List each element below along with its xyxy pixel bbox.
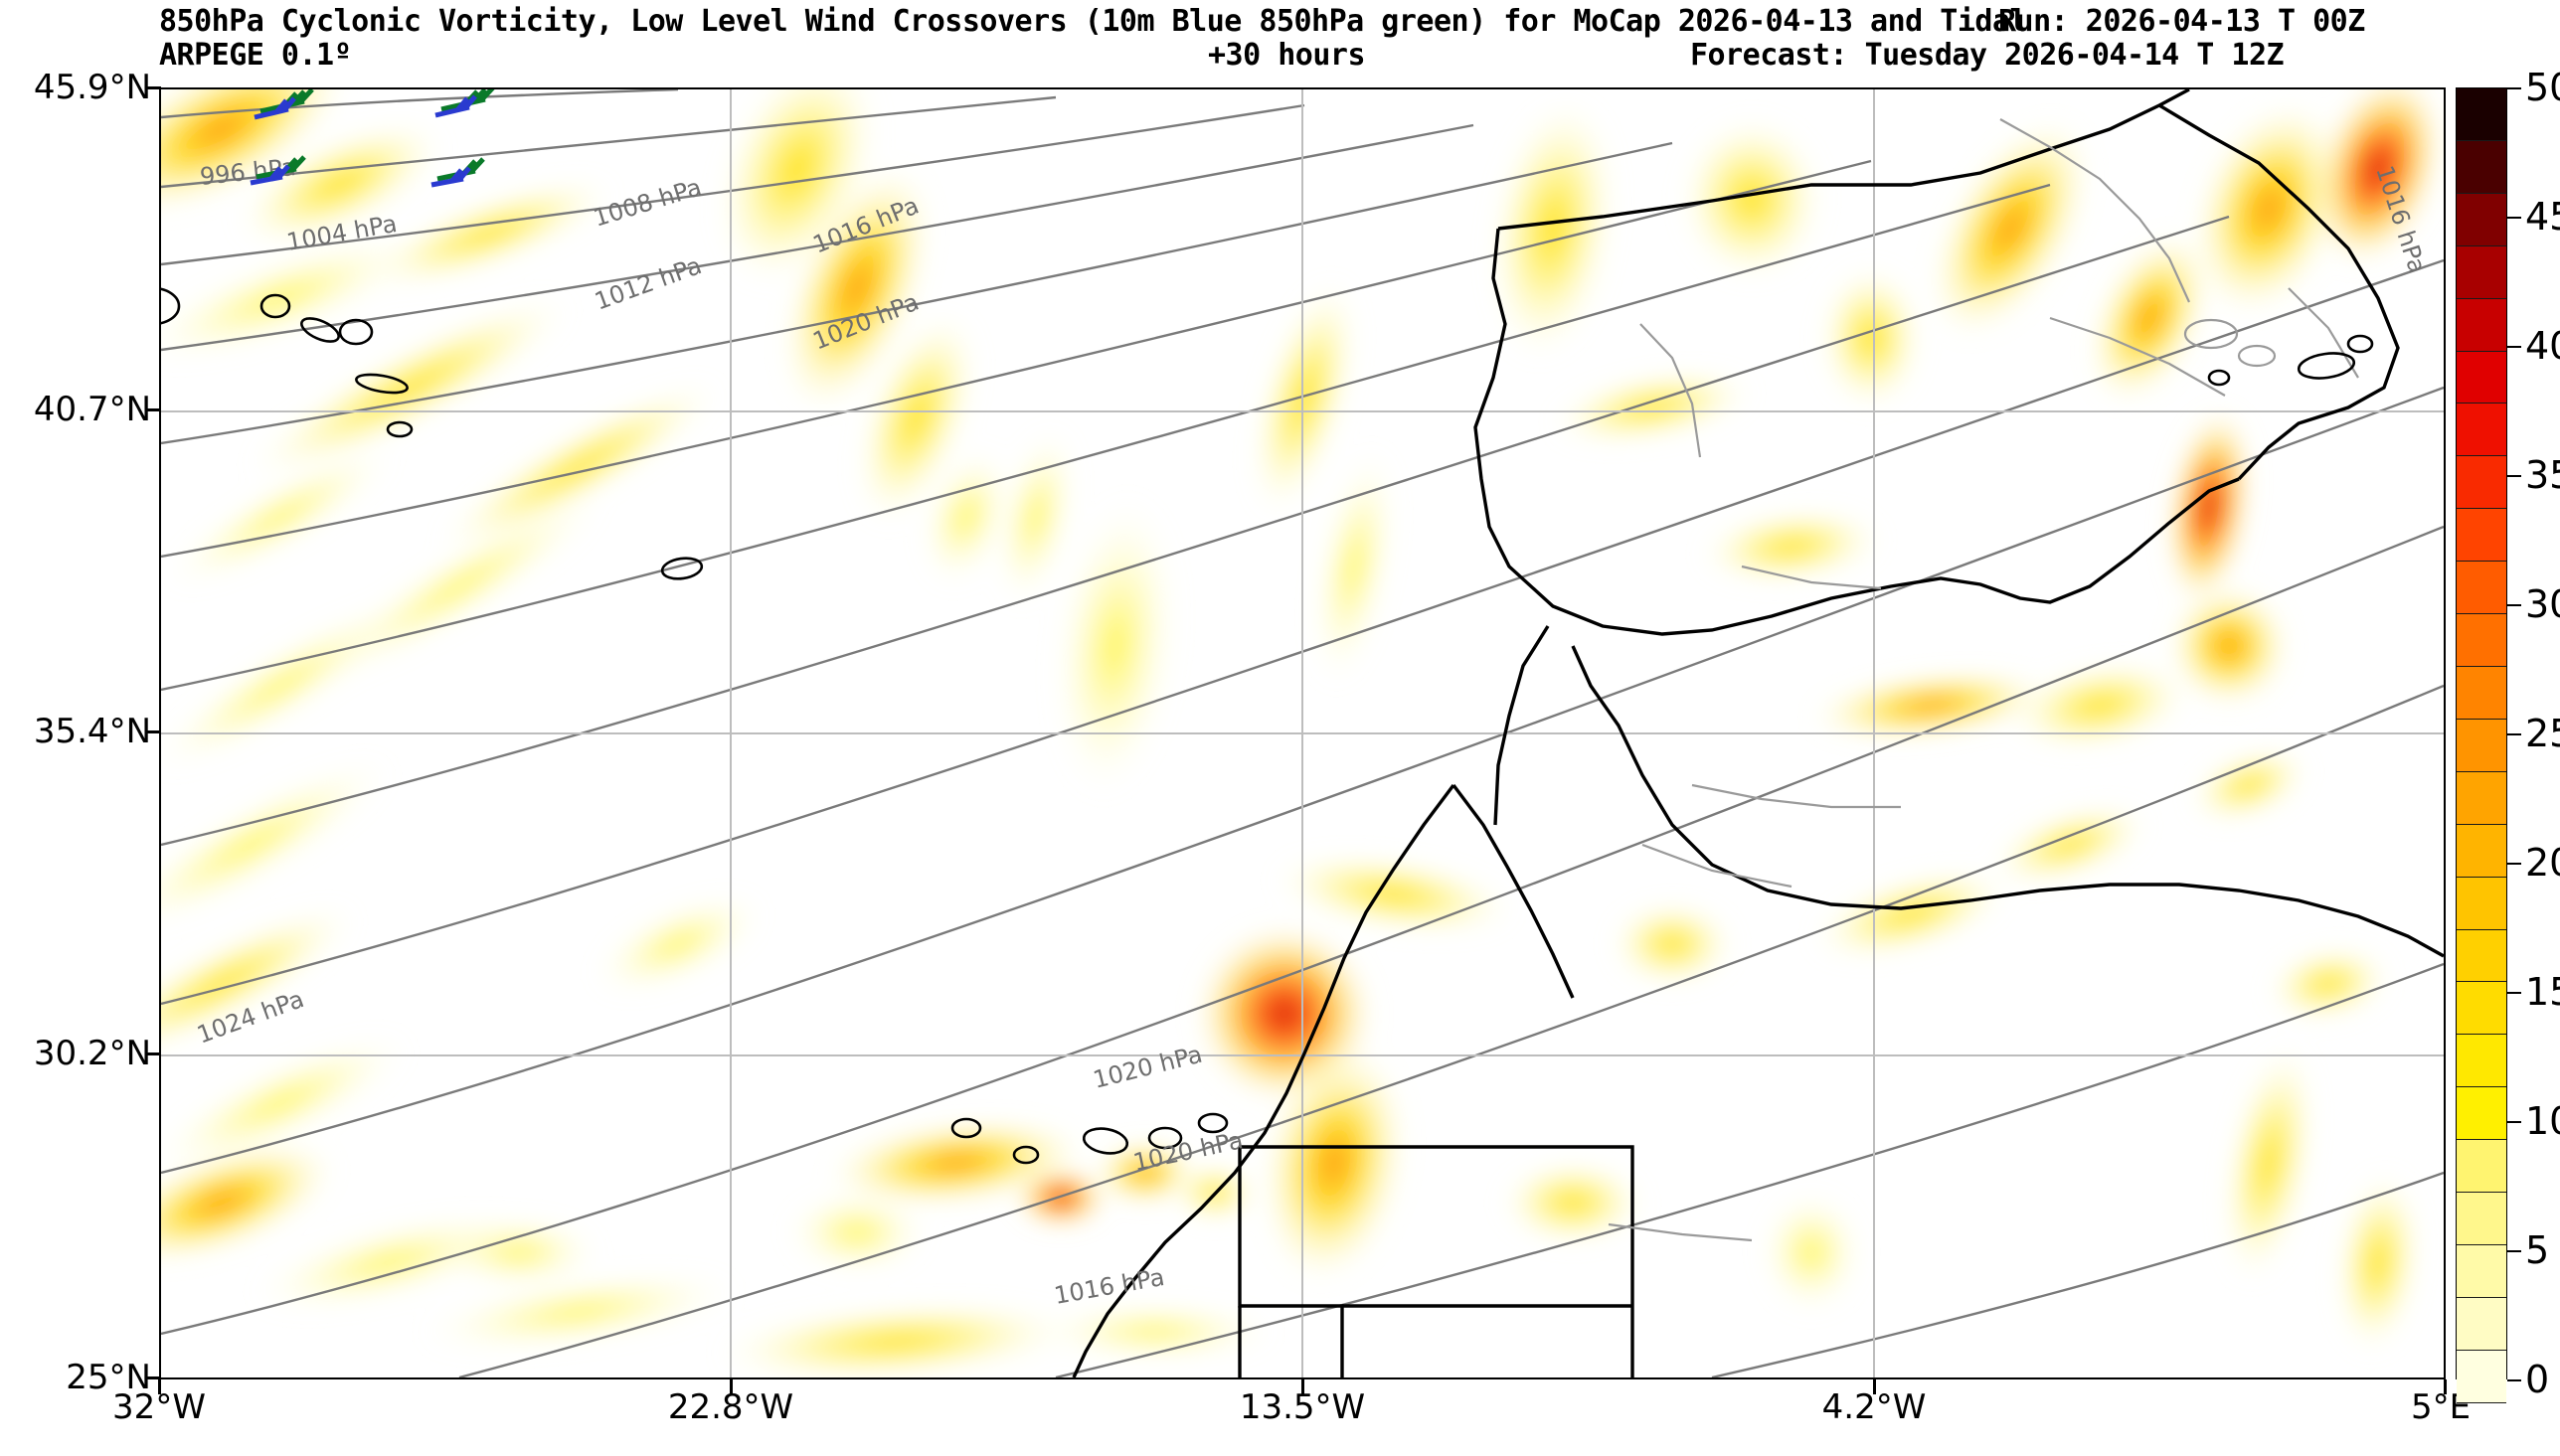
colorbar-band <box>2457 351 2506 404</box>
wind-crossover-barbs <box>250 89 495 188</box>
y-tick-mark <box>145 1376 161 1379</box>
colorbar-band <box>2457 771 2506 825</box>
colorbar-tick-mark <box>2507 863 2521 865</box>
vorticity-colorbar[interactable] <box>2456 87 2507 1403</box>
colorbar-tick-mark <box>2507 87 2521 89</box>
wind-barb-crossover <box>434 89 495 118</box>
colorbar-band <box>2457 1350 2506 1403</box>
colorbar-band <box>2457 1297 2506 1351</box>
colorbar-band <box>2457 1087 2506 1141</box>
colorbar-tick-label: 35 <box>2525 453 2560 497</box>
colorbar-band <box>2457 140 2506 194</box>
wind-barb-crossover <box>250 155 306 186</box>
colorbar-tick-mark <box>2507 475 2521 477</box>
x-tick-mark <box>158 1379 161 1394</box>
y-tick-label-35-4: 35.4°N <box>33 712 151 751</box>
wind-barb-crossover <box>254 89 314 120</box>
colorbar-band <box>2457 1244 2506 1298</box>
y-tick-mark <box>145 730 161 733</box>
atlantic-islands <box>161 287 2374 1165</box>
y-tick-label-25: 25°N <box>66 1358 151 1397</box>
y-tick-mark <box>145 1052 161 1055</box>
colorbar-tick-label: 45 <box>2525 195 2560 239</box>
x-tick-mark <box>2444 1379 2447 1394</box>
wind-barb-crossover <box>430 157 485 188</box>
colorbar-band <box>2457 245 2506 299</box>
y-tick-label-45-9: 45.9°N <box>33 68 151 107</box>
coastline-outlines <box>1072 89 2444 1377</box>
colorbar-band <box>2457 509 2506 563</box>
colorbar-band <box>2457 562 2506 615</box>
colorbar-tick-label: 40 <box>2525 324 2560 368</box>
x-tick-mark <box>1301 1379 1304 1394</box>
colorbar-band <box>2457 193 2506 246</box>
model-name-label: ARPEGE 0.1º <box>159 38 352 73</box>
colorbar-band <box>2457 404 2506 457</box>
colorbar-tick-label: 0 <box>2525 1358 2550 1401</box>
graticule-gridlines <box>161 89 2444 1377</box>
x-tick-mark <box>1873 1379 1876 1394</box>
colorbar-band <box>2457 719 2506 772</box>
forecast-hour-label: +30 hours <box>1208 38 1366 73</box>
chart-title: 850hPa Cyclonic Vorticity, Low Level Win… <box>159 4 2028 39</box>
colorbar-band <box>2457 1193 2506 1245</box>
forecast-valid-label: Forecast: Tuesday 2026-04-14 T 12Z <box>1690 38 2285 73</box>
colorbar-band <box>2457 1140 2506 1194</box>
colorbar-tick-mark <box>2507 1250 2521 1252</box>
map-plot-area[interactable]: 996 hPa 1004 hPa 1008 hPa 1012 hPa 1016 … <box>159 87 2446 1379</box>
colorbar-tick-label: 25 <box>2525 712 2560 755</box>
model-run-label: Run: 2026-04-13 T 00Z <box>1998 4 2365 39</box>
colorbar-band <box>2457 1035 2506 1088</box>
colorbar-band <box>2457 982 2506 1036</box>
colorbar-band <box>2457 298 2506 352</box>
colorbar-band <box>2457 88 2506 141</box>
colorbar-tick-mark <box>2507 217 2521 219</box>
colorbar-tick-label: 15 <box>2525 970 2560 1014</box>
y-tick-mark <box>145 408 161 411</box>
colorbar-tick-mark <box>2507 992 2521 994</box>
colorbar-tick-label: 30 <box>2525 582 2560 626</box>
colorbar-tick-label: 50 <box>2525 66 2560 109</box>
colorbar-tick-mark <box>2507 604 2521 606</box>
colorbar-tick-label: 20 <box>2525 841 2560 885</box>
colorbar-band <box>2457 877 2506 930</box>
secondary-coastlines <box>1608 118 2359 1242</box>
colorbar-band <box>2457 614 2506 667</box>
y-tick-label-40-7: 40.7°N <box>33 390 151 429</box>
colorbar-tick-label: 10 <box>2525 1099 2560 1143</box>
colorbar-tick-mark <box>2507 346 2521 348</box>
colorbar-band <box>2457 456 2506 510</box>
colorbar-band <box>2457 666 2506 720</box>
x-tick-mark <box>730 1379 733 1394</box>
colorbar-tick-mark <box>2507 1121 2521 1123</box>
figure-header: 850hPa Cyclonic Vorticity, Low Level Win… <box>0 0 2560 73</box>
vorticity-field-background <box>161 89 2443 1377</box>
colorbar-band <box>2457 929 2506 983</box>
map-canvas: 996 hPa 1004 hPa 1008 hPa 1012 hPa 1016 … <box>161 89 2444 1377</box>
y-tick-mark <box>145 86 161 89</box>
colorbar-tick-mark <box>2507 1379 2521 1381</box>
y-tick-label-30-2: 30.2°N <box>33 1034 151 1073</box>
colorbar-tick-label: 5 <box>2525 1228 2550 1272</box>
colorbar-tick-mark <box>2507 733 2521 735</box>
colorbar-band <box>2457 824 2506 878</box>
